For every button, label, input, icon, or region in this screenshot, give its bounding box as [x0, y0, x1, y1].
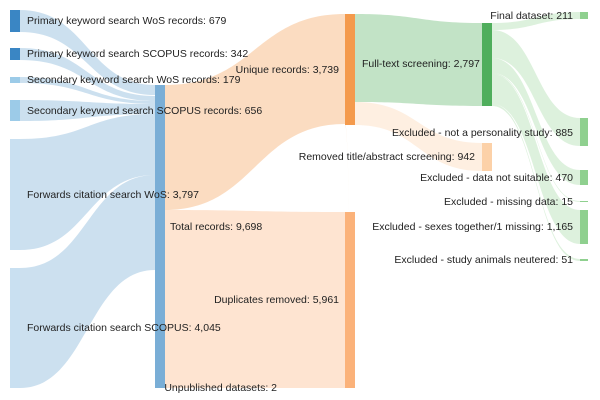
link-fulltext-to-ex_neutered	[492, 104, 580, 261]
node-removed_ta	[482, 143, 492, 171]
node-fc_scopus	[10, 268, 20, 388]
link-fc_wos-to-total	[20, 114, 155, 250]
node-label-fulltext: Full-text screening: 2,797	[362, 58, 480, 70]
node-pk_scopus	[10, 48, 20, 60]
link-fulltext-to-ex_sexes	[492, 74, 580, 244]
link-unique-to-fulltext	[355, 14, 482, 106]
node-ex_missing	[580, 201, 588, 202]
node-label-ex_missing: Excluded - missing data: 15	[444, 196, 573, 208]
link-fulltext-to-final	[492, 12, 580, 30]
link-pk_scopus-to-total	[20, 48, 155, 101]
link-sk_wos-to-total	[20, 77, 155, 104]
node-ex_neutered	[580, 259, 588, 261]
node-sk_scopus	[10, 100, 20, 121]
node-label-sk_wos: Secondary keyword search WoS records: 17…	[27, 74, 241, 86]
node-ex_personality	[580, 118, 588, 146]
node-duplicates	[345, 212, 355, 388]
link-fulltext-to-ex_personality	[492, 30, 580, 146]
node-pk_wos	[10, 10, 20, 32]
link-total-to-unique	[165, 14, 345, 210]
node-label-unique: Unique records: 3,739	[236, 64, 339, 76]
link-layer	[20, 10, 580, 388]
node-unique	[345, 14, 355, 125]
node-total	[155, 85, 165, 388]
link-pk_wos-to-total	[20, 10, 155, 95]
node-final	[580, 12, 588, 19]
node-label-total: Total records: 9,698	[170, 221, 262, 233]
node-label-unpublished: Unpublished datasets: 2	[164, 382, 277, 394]
node-label-ex_personality: Excluded - not a personality study: 885	[392, 127, 573, 139]
node-label-final: Final dataset: 211	[490, 10, 573, 22]
label-layer: Primary keyword search WoS records: 679 P…	[27, 10, 573, 394]
link-fulltext-to-ex_data	[492, 58, 580, 185]
node-fc_wos	[10, 139, 20, 250]
node-fulltext	[482, 23, 492, 106]
node-label-pk_wos: Primary keyword search WoS records: 679	[27, 15, 227, 27]
node-label-duplicates: Duplicates removed: 5,961	[214, 294, 339, 306]
node-label-removed_ta: Removed title/abstract screening: 942	[299, 151, 475, 163]
node-sk_wos	[10, 77, 20, 83]
link-unique-to-removed_ta	[355, 102, 482, 171]
node-label-pk_scopus: Primary keyword search SCOPUS records: 3…	[27, 48, 248, 60]
node-label-ex_sexes: Excluded - sexes together/1 missing: 1,1…	[372, 221, 573, 233]
link-fc_scopus-to-total	[20, 175, 155, 388]
node-label-ex_data: Excluded - data not suitable: 470	[420, 172, 573, 184]
node-label-sk_scopus: Secondary keyword search SCOPUS records:…	[27, 105, 262, 117]
node-label-fc_wos: Forwards citation search WoS: 3,797	[27, 189, 199, 201]
node-ex_data	[580, 170, 588, 185]
node-unpublished	[345, 386, 355, 387]
link-total-to-duplicates	[165, 210, 345, 388]
link-fulltext-to-ex_missing	[492, 73, 580, 202]
link-sk_scopus-to-total	[20, 100, 155, 121]
node-label-ex_neutered: Excluded - study animals neutered: 51	[394, 254, 573, 266]
node-label-fc_scopus: Forwards citation search SCOPUS: 4,045	[27, 322, 221, 334]
node-ex_sexes	[580, 210, 588, 244]
node-layer	[10, 10, 588, 388]
